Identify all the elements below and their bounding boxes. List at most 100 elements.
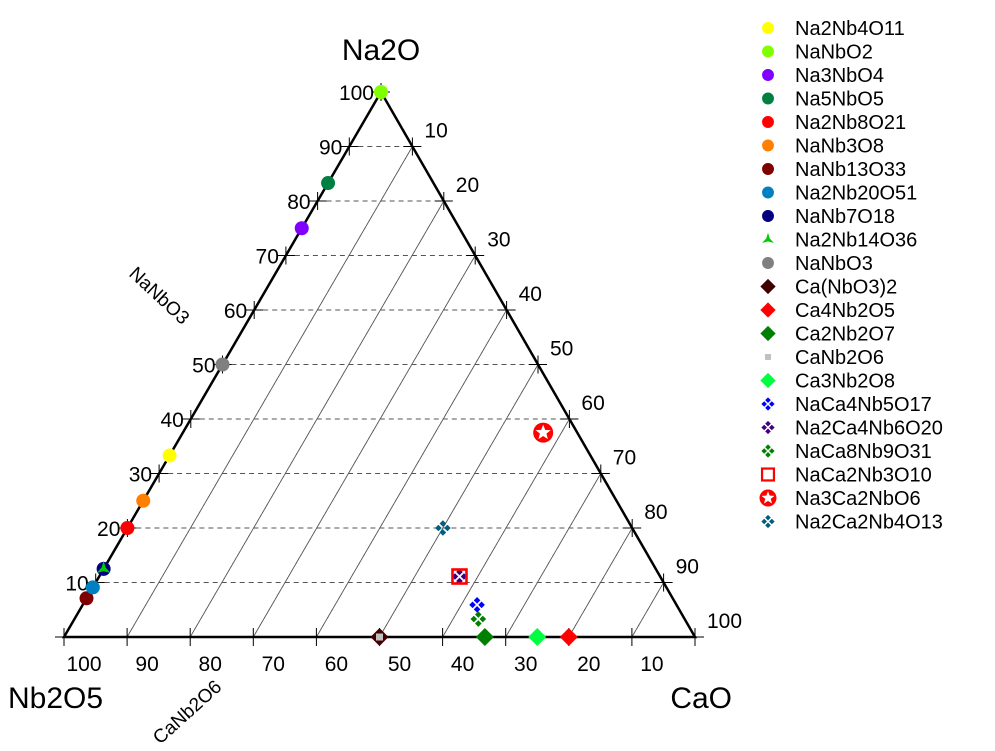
vertex-label-left: Nb2O5 bbox=[8, 682, 103, 715]
grid-line-cao bbox=[631, 582, 664, 638]
legend-marker bbox=[759, 489, 777, 507]
tick-label-bottom: 40 bbox=[451, 653, 474, 676]
tick-label-bottom: 20 bbox=[577, 653, 600, 676]
legend-label: Na5NbO5 bbox=[795, 89, 884, 111]
data-point bbox=[79, 591, 94, 606]
legend-entry: NaNb7O18 bbox=[762, 206, 895, 228]
legend-entry: NaCa8Nb9O31 bbox=[761, 441, 932, 463]
legend-entry: NaNb3O8 bbox=[762, 136, 884, 158]
vertex-labels: Na2O Nb2O5 CaO bbox=[8, 34, 732, 715]
legend-entry: Ca4Nb2O5 bbox=[760, 300, 895, 322]
data-point bbox=[435, 520, 451, 536]
tick-label-right: 90 bbox=[676, 556, 699, 579]
legend-label: Ca4Nb2O5 bbox=[795, 300, 895, 322]
vertex-label-right: CaO bbox=[670, 682, 732, 715]
tick-mark-bottom bbox=[244, 628, 263, 646]
tick-mark-bottom bbox=[118, 628, 137, 646]
legend-marker bbox=[762, 69, 774, 81]
tick-mark-bottom bbox=[622, 628, 641, 646]
tick-label-bottom: 70 bbox=[262, 653, 285, 676]
legend-marker bbox=[761, 397, 775, 411]
legend-marker bbox=[762, 92, 774, 105]
tick-mark-right bbox=[497, 301, 516, 319]
legend-marker bbox=[762, 257, 774, 269]
tick-label-left: 90 bbox=[319, 137, 342, 160]
legend-entry: Na3Ca2NbO6 bbox=[759, 488, 921, 510]
legend-label: Na2Nb20O51 bbox=[795, 183, 917, 205]
legend-marker bbox=[762, 116, 774, 128]
legend-marker bbox=[762, 163, 774, 175]
legend-entry: NaNb13O33 bbox=[762, 159, 906, 181]
tick-label-bottom: 100 bbox=[66, 653, 101, 676]
legend-entry: Na2Nb8O21 bbox=[762, 112, 906, 134]
legend-label: Na2Nb4O11 bbox=[795, 18, 905, 40]
tick-label-left: 40 bbox=[160, 409, 183, 432]
grid-line-nb2o5 bbox=[316, 309, 507, 638]
tick-label-right: 10 bbox=[424, 120, 447, 143]
tick-label-left: 20 bbox=[97, 518, 120, 541]
legend-marker bbox=[762, 45, 774, 58]
legend-label: NaNb7O18 bbox=[795, 206, 895, 228]
legend-label: Na3NbO4 bbox=[795, 65, 884, 87]
legend-label: Na2Ca4Nb6O20 bbox=[795, 418, 943, 440]
tick-mark-left bbox=[245, 301, 264, 319]
legend-label: NaNbO3 bbox=[795, 253, 873, 275]
tick-label-left: 100 bbox=[339, 82, 374, 105]
tick-labels: 10 20 30 40 50 60 70 80 90 100 10 20 30 40 50 60 70 80 90 1… bbox=[55, 82, 742, 676]
data-point bbox=[374, 85, 388, 99]
tick-mark-right bbox=[623, 519, 642, 537]
grid-line-nb2o5 bbox=[126, 146, 413, 638]
tick-label-right: 70 bbox=[613, 447, 636, 470]
tick-label-right: 50 bbox=[550, 338, 573, 361]
legend-label: Na2Nb8O21 bbox=[795, 112, 906, 134]
tick-mark-right bbox=[434, 192, 453, 210]
legend-marker bbox=[762, 210, 774, 222]
data-point bbox=[470, 611, 487, 627]
legend-entry: Ca3Nb2O8 bbox=[760, 371, 895, 393]
tick-mark-left bbox=[340, 137, 359, 156]
legend-label: NaNbO2 bbox=[795, 42, 873, 64]
tick-label-right: 60 bbox=[581, 392, 604, 415]
tick-label-bottom: 10 bbox=[640, 653, 663, 676]
grid-lines bbox=[95, 146, 664, 638]
legend-entry: NaCa2Nb3O10 bbox=[760, 465, 932, 487]
tick-mark-bottom bbox=[55, 628, 73, 646]
legend-marker bbox=[761, 444, 775, 458]
legend-marker bbox=[762, 22, 774, 34]
tick-label-right: 30 bbox=[487, 229, 510, 252]
data-point bbox=[559, 628, 578, 646]
legend-label: Na2Nb14O36 bbox=[795, 230, 917, 252]
legend-label: NaCa8Nb9O31 bbox=[795, 441, 932, 463]
grid-line-nb2o5 bbox=[379, 364, 539, 638]
legend-entry: Na2Nb14O36 bbox=[762, 230, 917, 252]
data-point bbox=[294, 221, 309, 236]
legend-entry: Ca2Nb2O7 bbox=[760, 324, 895, 346]
data-point bbox=[136, 493, 151, 508]
tick-mark-right bbox=[560, 410, 579, 428]
legend-marker bbox=[762, 186, 774, 199]
legend-marker bbox=[760, 467, 776, 482]
tick-label-bottom: 80 bbox=[199, 653, 222, 676]
data-point bbox=[120, 521, 135, 535]
tick-label-right: 40 bbox=[519, 283, 542, 306]
legend-label: CaNb2O6 bbox=[795, 347, 884, 369]
tick-label-bottom: 30 bbox=[514, 653, 537, 676]
tick-label-left: 80 bbox=[287, 191, 310, 214]
tick-mark-bottom bbox=[496, 628, 515, 646]
tick-mark-left bbox=[276, 246, 295, 265]
data-point bbox=[162, 448, 177, 463]
tick-mark-right bbox=[529, 355, 547, 374]
grid-line-nb2o5 bbox=[252, 255, 476, 638]
data-point bbox=[475, 628, 494, 646]
legend-entry: NaCa4Nb5O17 bbox=[761, 394, 932, 416]
tick-mark-bottom bbox=[181, 628, 200, 646]
legend-marker bbox=[761, 514, 775, 529]
tick-label-left: 30 bbox=[129, 464, 152, 487]
tick-mark-right bbox=[686, 628, 704, 646]
data-point bbox=[528, 628, 547, 646]
legend-entry: NaNbO2 bbox=[762, 42, 873, 64]
legend-marker bbox=[761, 420, 775, 435]
data-point bbox=[533, 422, 554, 443]
data-point bbox=[469, 597, 485, 613]
data-point bbox=[321, 176, 336, 191]
